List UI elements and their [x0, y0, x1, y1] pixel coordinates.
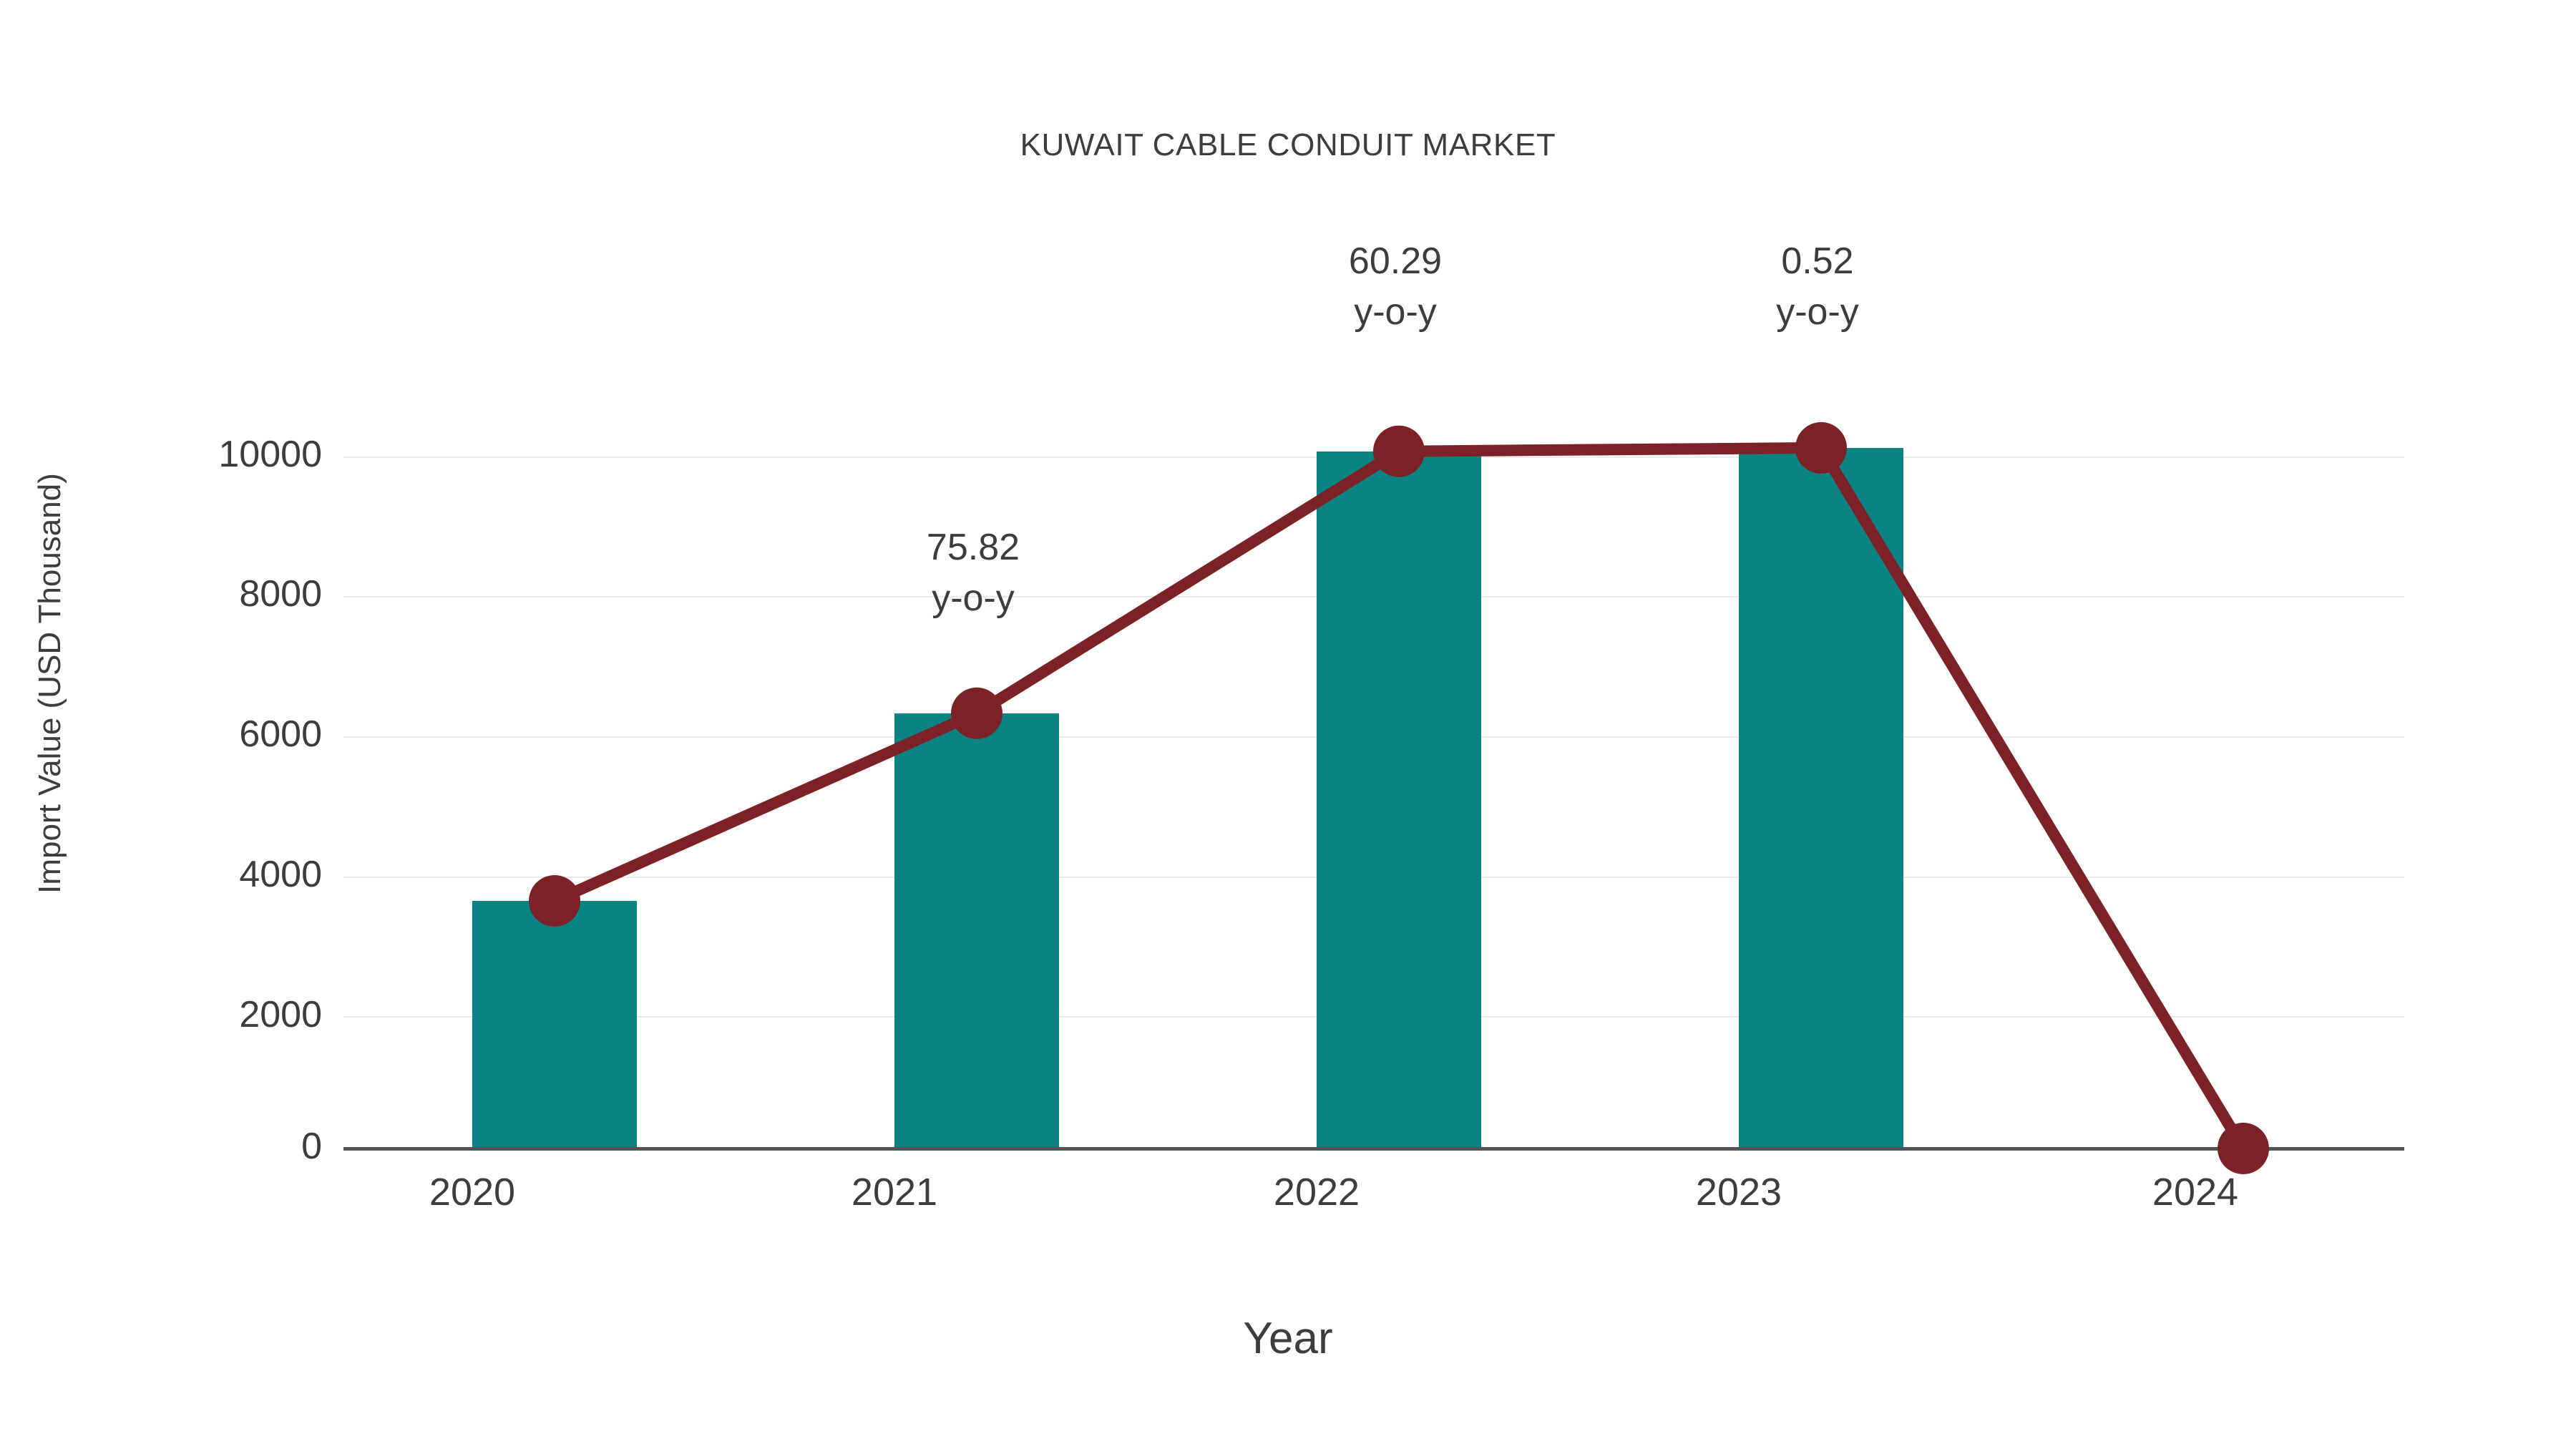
annotation-2022-unit: y-o-y: [1354, 291, 1437, 333]
annotation-2022-value: 60.29: [1348, 240, 1443, 282]
annotation-2021-value: 75.82: [926, 527, 1020, 568]
annotation-2021: 75.82 y-o-y: [809, 528, 1138, 618]
x-axis-title: Year: [1243, 1314, 1333, 1363]
y-axis-title: Import Value (USD Thousand): [32, 473, 67, 894]
x-tick-label-2020: 2020: [429, 1171, 516, 1214]
annotation-2023-unit: y-o-y: [1776, 291, 1859, 333]
y-tick-label-4000: 4000: [239, 854, 322, 895]
y-tick-label-10000: 10000: [218, 434, 322, 475]
annotation-2023: 0.52 y-o-y: [1653, 242, 1982, 331]
bar-2021[interactable]: [894, 713, 1059, 1148]
y-tick-label-2000: 2000: [239, 994, 322, 1035]
bar-2022[interactable]: [1317, 451, 1481, 1148]
annotation-2022: 60.29 y-o-y: [1231, 242, 1560, 331]
bar-2020[interactable]: [472, 901, 637, 1148]
x-tick-label-2022: 2022: [1273, 1171, 1360, 1214]
x-tick-label-2024: 2024: [2152, 1171, 2239, 1214]
y-tick-label-6000: 6000: [239, 713, 322, 755]
annotation-2021-unit: y-o-y: [932, 577, 1015, 619]
y-tick-label-8000: 8000: [239, 573, 322, 615]
chart-title: KUWAIT CABLE CONDUIT MARKET: [1020, 127, 1556, 162]
x-axis-line: [343, 1147, 2404, 1151]
x-tick-label-2023: 2023: [1695, 1171, 1782, 1214]
x-tick-label-2021: 2021: [851, 1171, 938, 1214]
bar-2023[interactable]: [1739, 447, 1903, 1148]
annotation-2023-value: 0.52: [1781, 240, 1854, 282]
plot-area: [343, 215, 2404, 1148]
y-tick-label-0: 0: [301, 1126, 322, 1167]
